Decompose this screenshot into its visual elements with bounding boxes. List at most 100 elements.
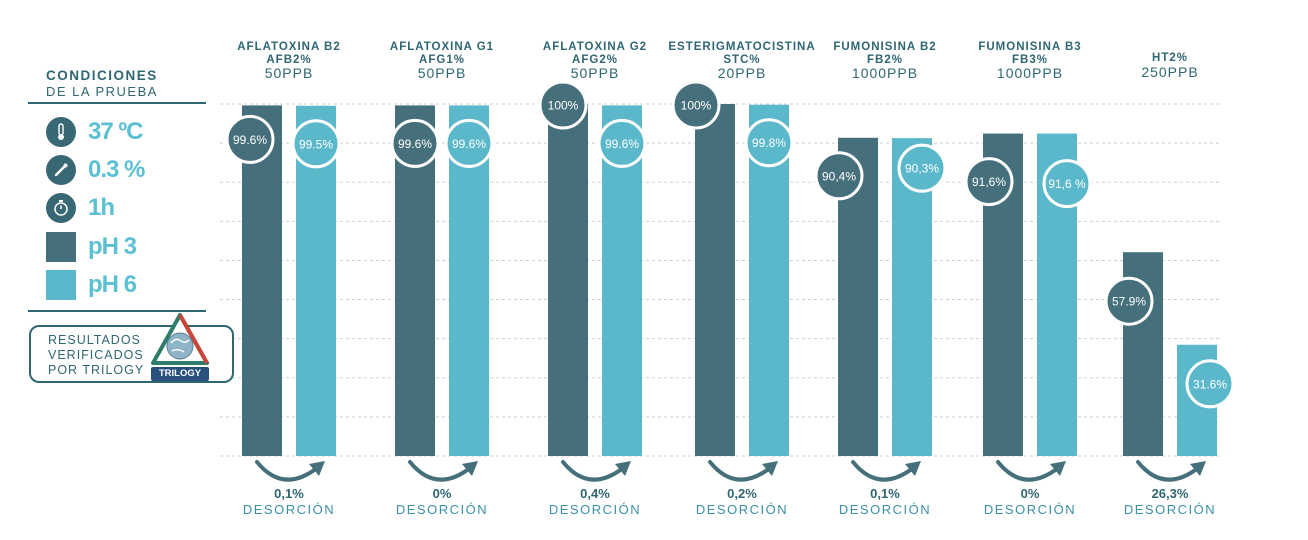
desorption-arrowhead [615, 461, 631, 476]
ph3-swatch [46, 232, 76, 262]
thermometer-icon [46, 117, 76, 147]
desorption-arrowhead [462, 461, 478, 476]
condition-dose: 0.3 % [46, 155, 145, 185]
category-dose: 50PPB [418, 65, 467, 81]
condition-time-value: 1h [88, 194, 115, 221]
desorption-arrowhead [1190, 461, 1206, 476]
data-label: 90,3% [905, 162, 939, 176]
value-badge [964, 157, 1014, 207]
data-label: 99.6% [605, 137, 639, 151]
value-badge [897, 143, 947, 193]
data-label: 100% [681, 99, 712, 113]
desorption-arrow [708, 460, 772, 482]
category-code: STC% [723, 54, 760, 66]
category-name: AFLATOXINA G2 [543, 41, 647, 53]
value-badge [597, 118, 647, 168]
value-badge [1185, 359, 1235, 409]
desorption-value: 0,1% [274, 486, 304, 501]
category-dose: 1000PPB [852, 65, 918, 81]
condition-time: 1h [46, 193, 115, 223]
value-badge [1042, 159, 1092, 209]
data-label: 99.5% [299, 137, 333, 151]
value-badge [744, 118, 794, 168]
value-badge [671, 80, 721, 130]
badge-line-2: VERIFICADOS [48, 348, 144, 362]
condition-temperature-value: 37 ºC [88, 118, 143, 145]
category-dose: 250PPB [1141, 64, 1198, 80]
desorption-label: DESORCIÓN [984, 502, 1076, 517]
data-label: 100% [548, 99, 579, 113]
desorption-label: DESORCIÓN [1124, 502, 1216, 517]
desorption-label: DESORCIÓN [696, 502, 788, 517]
category-code: FB3% [1012, 54, 1048, 66]
desorption-value: 0% [433, 486, 452, 501]
category-dose: 50PPB [571, 65, 620, 81]
data-label: 99.6% [452, 137, 486, 151]
badge-line-1: RESULTADOS [48, 333, 141, 347]
value-badge [814, 151, 864, 201]
category-code: AFG1% [419, 54, 465, 66]
desorption-label: DESORCIÓN [839, 502, 931, 517]
desorption-value: 0,4% [580, 486, 610, 501]
desorption-arrow [408, 460, 472, 482]
desorption-arrowhead [309, 461, 325, 476]
trilogy-verification-badge: RESULTADOS VERIFICADOS POR TRILOGY TRILO… [29, 313, 234, 383]
data-label: 99.6% [398, 137, 432, 151]
value-badge [225, 114, 275, 164]
data-label: 90,4% [822, 169, 856, 183]
category-code: AFG2% [572, 54, 618, 66]
data-label: 31.6% [1193, 377, 1227, 391]
conditions-divider-bottom [28, 310, 206, 312]
conditions-divider-top [28, 102, 206, 104]
desorption-arrow [561, 460, 625, 482]
desorption-arrow [255, 460, 319, 482]
category-dose: 50PPB [265, 65, 314, 81]
category-name: ESTERIGMATOCISTINA [668, 41, 815, 53]
stopwatch-icon [46, 193, 76, 223]
value-badge [1104, 276, 1154, 326]
legend-ph3-label: pH 3 [88, 233, 137, 260]
desorption-arrowhead [1050, 461, 1066, 476]
desorption-value: 0% [1021, 486, 1040, 501]
data-label: 91,6 % [1048, 177, 1086, 191]
desorption-label: DESORCIÓN [243, 502, 335, 517]
legend-ph6-label: pH 6 [88, 271, 137, 298]
category-name: FUMONISINA B3 [978, 41, 1081, 53]
category-dose: 1000PPB [997, 65, 1063, 81]
desorption-value: 26,3% [1152, 486, 1189, 501]
category-name: AFLATOXINA G1 [390, 41, 494, 53]
desorption-arrow [1136, 460, 1200, 482]
conditions-title: CONDICIONES [46, 68, 158, 83]
desorption-value: 0,1% [870, 486, 900, 501]
desorption-value: 0,2% [727, 486, 757, 501]
badge-line-3: POR TRILOGY [48, 363, 145, 377]
ph6-swatch [46, 270, 76, 300]
category-code: AFB2% [266, 54, 311, 66]
dropper-icon [46, 155, 76, 185]
desorption-label: DESORCIÓN [549, 502, 641, 517]
desorption-arrow [996, 460, 1060, 482]
bar [548, 104, 588, 456]
conditions-subtitle: DE LA PRUEBA [46, 84, 158, 99]
category-code: HT2% [1152, 52, 1188, 64]
category-name: FUMONISINA B2 [833, 41, 936, 53]
trilogy-brand: TRILOGY [151, 367, 209, 381]
value-badge [538, 80, 588, 130]
desorption-arrowhead [905, 461, 921, 476]
desorption-label: DESORCIÓN [396, 502, 488, 517]
condition-temperature: 37 ºC [46, 117, 143, 147]
desorption-arrowhead [762, 461, 778, 476]
condition-dose-value: 0.3 % [88, 156, 145, 183]
category-dose: 20PPB [718, 65, 767, 81]
data-label: 99.6% [233, 133, 267, 147]
data-label: 91,6% [972, 175, 1006, 189]
bar [695, 104, 735, 456]
value-badge [291, 119, 341, 169]
trilogy-logo-icon [151, 313, 209, 365]
category-code: FB2% [867, 54, 903, 66]
desorption-arrow [851, 460, 915, 482]
legend-ph6: pH 6 [46, 270, 137, 300]
data-label: 57.9% [1112, 295, 1146, 309]
category-name: AFLATOXINA B2 [237, 41, 341, 53]
